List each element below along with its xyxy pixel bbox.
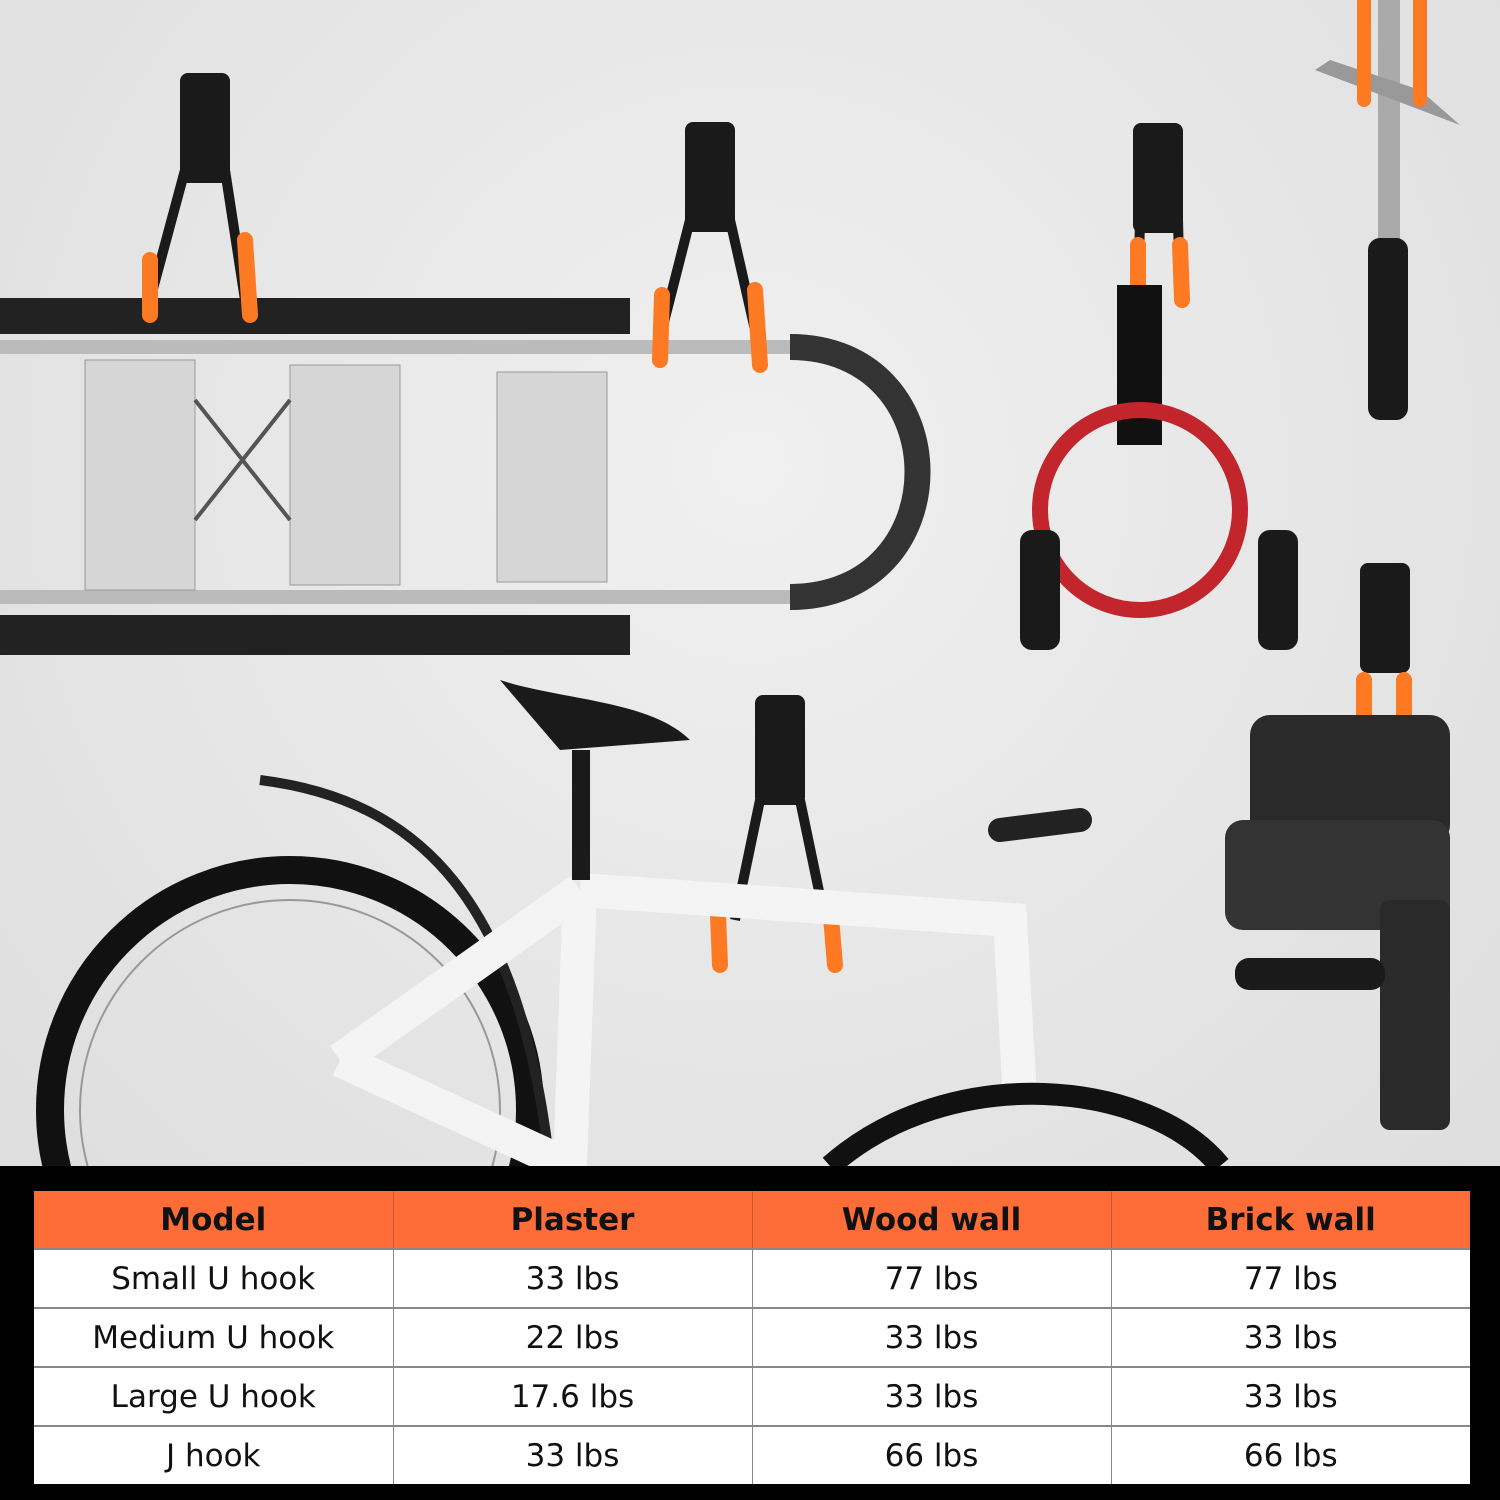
cell-wood: 33 lbs [751, 1366, 1111, 1426]
cell-brick: 77 lbs [1110, 1248, 1470, 1308]
rotary-hammer-drill [1225, 715, 1450, 1130]
cell-brick: 33 lbs [1110, 1366, 1470, 1426]
hook-icon [710, 695, 843, 973]
load-capacity-table: Model Plaster Wood wall Brick wall Small… [34, 1191, 1470, 1484]
table-header-row: Model Plaster Wood wall Brick wall [34, 1191, 1470, 1249]
cell-model: Medium U hook [34, 1307, 393, 1367]
header-wood-wall: Wood wall [751, 1191, 1111, 1249]
table-row: Large U hook 17.6 lbs 33 lbs 33 lbs [34, 1366, 1470, 1426]
extension-cord [1020, 285, 1298, 650]
hook-icon [652, 122, 768, 373]
table-row: Medium U hook 22 lbs 33 lbs 33 lbs [34, 1307, 1470, 1367]
header-model: Model [34, 1191, 393, 1249]
bicycle [36, 680, 1229, 1166]
cell-brick: 66 lbs [1110, 1425, 1470, 1484]
hook-icon [142, 73, 258, 323]
cell-wood: 77 lbs [751, 1248, 1111, 1308]
hammer [1315, 0, 1460, 420]
cell-model: Small U hook [34, 1248, 393, 1308]
cell-wood: 66 lbs [751, 1425, 1111, 1484]
ladder [0, 298, 931, 655]
cell-model: J hook [34, 1425, 393, 1484]
cell-plaster: 33 lbs [392, 1248, 752, 1308]
header-plaster: Plaster [392, 1191, 752, 1249]
scene-illustration [0, 0, 1460, 1166]
cell-plaster: 22 lbs [392, 1307, 752, 1367]
cell-brick: 33 lbs [1110, 1307, 1470, 1367]
cell-plaster: 33 lbs [392, 1425, 752, 1484]
hook-icon [1130, 123, 1190, 308]
table-row: J hook 33 lbs 66 lbs 66 lbs [34, 1425, 1470, 1484]
cell-wood: 33 lbs [751, 1307, 1111, 1367]
header-brick-wall: Brick wall [1110, 1191, 1470, 1249]
table-row: Small U hook 33 lbs 77 lbs 77 lbs [34, 1248, 1470, 1308]
product-photo [0, 0, 1500, 1166]
cell-model: Large U hook [34, 1366, 393, 1426]
cell-plaster: 17.6 lbs [392, 1366, 752, 1426]
